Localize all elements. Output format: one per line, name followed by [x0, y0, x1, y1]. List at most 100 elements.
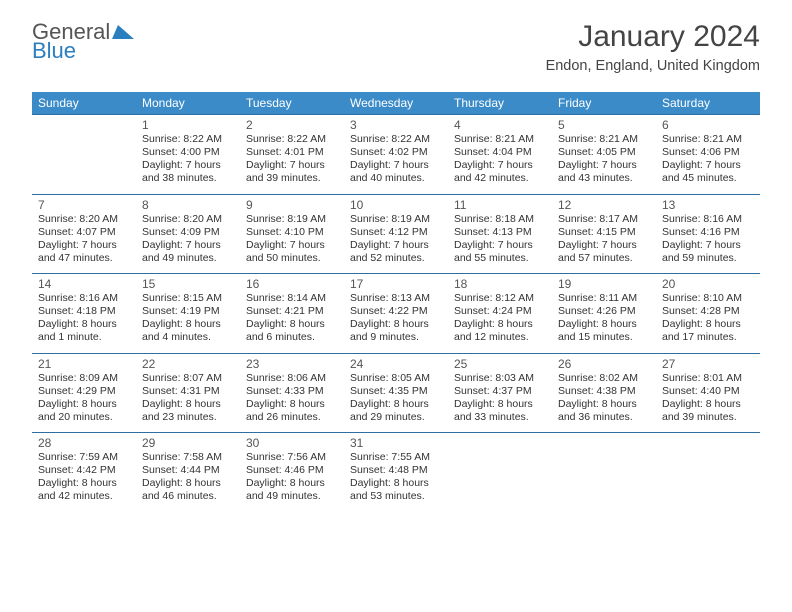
- day-line: and 1 minute.: [38, 331, 130, 344]
- day-line: Daylight: 8 hours: [38, 318, 130, 331]
- day-line: Sunset: 4:37 PM: [454, 385, 546, 398]
- day-body: Sunrise: 8:18 AMSunset: 4:13 PMDaylight:…: [448, 213, 552, 274]
- day-line: and 26 minutes.: [246, 411, 338, 424]
- day-number: 9: [240, 194, 344, 213]
- day-body: Sunrise: 8:02 AMSunset: 4:38 PMDaylight:…: [552, 372, 656, 433]
- title-block: January 2024 Endon, England, United King…: [546, 20, 760, 74]
- day-body: Sunrise: 8:19 AMSunset: 4:10 PMDaylight:…: [240, 213, 344, 274]
- day-line: Sunset: 4:40 PM: [662, 385, 754, 398]
- day-body: Sunrise: 7:59 AMSunset: 4:42 PMDaylight:…: [32, 451, 136, 512]
- day-line: Sunset: 4:09 PM: [142, 226, 234, 239]
- day-line: Daylight: 8 hours: [558, 398, 650, 411]
- day-line: and 46 minutes.: [142, 490, 234, 503]
- day-number: 31: [344, 432, 448, 451]
- day-body: Sunrise: 8:22 AMSunset: 4:00 PMDaylight:…: [136, 133, 240, 194]
- day-number: 21: [32, 353, 136, 372]
- day-line: Daylight: 8 hours: [662, 318, 754, 331]
- day-line: Daylight: 7 hours: [454, 159, 546, 172]
- day-line: Sunrise: 7:59 AM: [38, 451, 130, 464]
- day-line: and 15 minutes.: [558, 331, 650, 344]
- day-line: and 42 minutes.: [38, 490, 130, 503]
- day-line: Sunrise: 8:20 AM: [38, 213, 130, 226]
- day-line: and 43 minutes.: [558, 172, 650, 185]
- day-number: 7: [32, 194, 136, 213]
- day-line: Sunrise: 8:18 AM: [454, 213, 546, 226]
- day-number: 25: [448, 353, 552, 372]
- day-line: and 20 minutes.: [38, 411, 130, 424]
- day-line: Daylight: 8 hours: [246, 477, 338, 490]
- day-line: and 38 minutes.: [142, 172, 234, 185]
- day-line: and 49 minutes.: [142, 252, 234, 265]
- day-line: Sunrise: 7:55 AM: [350, 451, 442, 464]
- day-line: and 42 minutes.: [454, 172, 546, 185]
- day-line: and 39 minutes.: [662, 411, 754, 424]
- day-body: [448, 451, 552, 459]
- day-number: 14: [32, 273, 136, 292]
- day-line: and 4 minutes.: [142, 331, 234, 344]
- day-line: Sunset: 4:16 PM: [662, 226, 754, 239]
- day-number: [552, 432, 656, 451]
- day-body: Sunrise: 8:12 AMSunset: 4:24 PMDaylight:…: [448, 292, 552, 353]
- day-line: and 55 minutes.: [454, 252, 546, 265]
- day-line: Sunrise: 7:56 AM: [246, 451, 338, 464]
- day-number: [656, 432, 760, 451]
- day-line: Daylight: 8 hours: [350, 318, 442, 331]
- day-body: Sunrise: 8:11 AMSunset: 4:26 PMDaylight:…: [552, 292, 656, 353]
- day-number: [32, 114, 136, 133]
- day-line: Sunset: 4:38 PM: [558, 385, 650, 398]
- day-header: Saturday: [656, 92, 760, 114]
- day-line: Sunset: 4:44 PM: [142, 464, 234, 477]
- day-line: and 6 minutes.: [246, 331, 338, 344]
- day-number: 4: [448, 114, 552, 133]
- day-line: Sunset: 4:04 PM: [454, 146, 546, 159]
- day-body: Sunrise: 8:19 AMSunset: 4:12 PMDaylight:…: [344, 213, 448, 274]
- day-line: Sunrise: 8:19 AM: [246, 213, 338, 226]
- day-line: Sunset: 4:19 PM: [142, 305, 234, 318]
- day-line: Sunset: 4:35 PM: [350, 385, 442, 398]
- day-line: Sunrise: 8:07 AM: [142, 372, 234, 385]
- day-line: Daylight: 7 hours: [662, 239, 754, 252]
- day-body: Sunrise: 8:15 AMSunset: 4:19 PMDaylight:…: [136, 292, 240, 353]
- day-line: Daylight: 8 hours: [38, 398, 130, 411]
- day-line: Sunrise: 8:09 AM: [38, 372, 130, 385]
- day-number: 22: [136, 353, 240, 372]
- day-body: Sunrise: 8:21 AMSunset: 4:04 PMDaylight:…: [448, 133, 552, 194]
- day-line: Sunrise: 8:03 AM: [454, 372, 546, 385]
- logo-word2: Blue: [32, 38, 76, 63]
- day-line: and 40 minutes.: [350, 172, 442, 185]
- day-number: 30: [240, 432, 344, 451]
- day-body: Sunrise: 8:05 AMSunset: 4:35 PMDaylight:…: [344, 372, 448, 433]
- day-line: Daylight: 7 hours: [142, 239, 234, 252]
- day-line: and 47 minutes.: [38, 252, 130, 265]
- day-line: Sunrise: 8:21 AM: [558, 133, 650, 146]
- day-body: Sunrise: 8:13 AMSunset: 4:22 PMDaylight:…: [344, 292, 448, 353]
- day-line: Sunrise: 8:22 AM: [350, 133, 442, 146]
- day-number: 10: [344, 194, 448, 213]
- day-line: Sunrise: 8:16 AM: [662, 213, 754, 226]
- day-number: 8: [136, 194, 240, 213]
- day-line: Daylight: 8 hours: [142, 477, 234, 490]
- day-number: 13: [656, 194, 760, 213]
- day-line: Daylight: 8 hours: [558, 318, 650, 331]
- day-line: Sunset: 4:42 PM: [38, 464, 130, 477]
- day-line: Sunset: 4:21 PM: [246, 305, 338, 318]
- day-line: Sunrise: 8:11 AM: [558, 292, 650, 305]
- day-line: Sunset: 4:05 PM: [558, 146, 650, 159]
- day-line: and 52 minutes.: [350, 252, 442, 265]
- day-line: Sunset: 4:07 PM: [38, 226, 130, 239]
- day-line: Sunrise: 8:22 AM: [246, 133, 338, 146]
- day-line: and 23 minutes.: [142, 411, 234, 424]
- day-number: 16: [240, 273, 344, 292]
- day-line: Sunrise: 8:13 AM: [350, 292, 442, 305]
- day-line: Sunrise: 8:05 AM: [350, 372, 442, 385]
- day-number: [448, 432, 552, 451]
- day-number: 11: [448, 194, 552, 213]
- day-body: [32, 133, 136, 141]
- day-line: Daylight: 8 hours: [246, 398, 338, 411]
- day-line: Daylight: 7 hours: [662, 159, 754, 172]
- logo: General Blue: [32, 20, 134, 62]
- day-body: Sunrise: 7:55 AMSunset: 4:48 PMDaylight:…: [344, 451, 448, 512]
- day-line: and 36 minutes.: [558, 411, 650, 424]
- day-number: 20: [656, 273, 760, 292]
- calendar-table: SundayMondayTuesdayWednesdayThursdayFrid…: [32, 92, 760, 512]
